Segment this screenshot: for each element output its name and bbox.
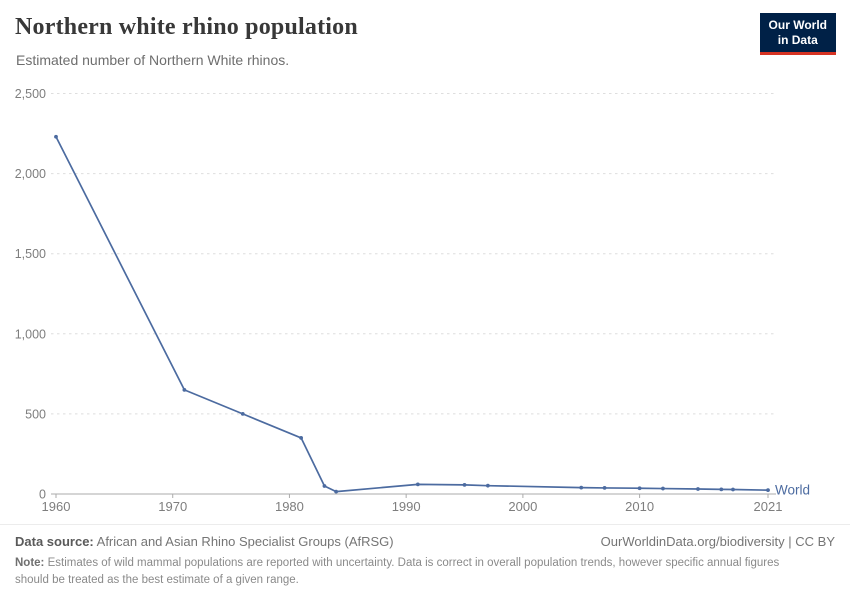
data-source-label: Data source: <box>15 534 94 549</box>
x-tick-label: 1990 <box>392 499 421 514</box>
data-point-marker <box>240 412 245 416</box>
page-subtitle: Estimated number of Northern White rhino… <box>16 52 290 68</box>
data-point-marker <box>637 486 642 491</box>
line-chart[interactable]: 0 500 1,000 1,500 2,000 2,500 1960 1970 1980 1990… <box>0 0 850 524</box>
footnote-text: Estimates of wild mammal populations are… <box>15 557 780 586</box>
x-tick-label: 2000 <box>508 499 537 514</box>
data-point-marker <box>602 486 607 490</box>
y-tick-label: 500 <box>25 407 46 421</box>
data-point-marker <box>696 487 700 491</box>
chart-footer: Data source: African and Asian Rhino Spe… <box>0 524 850 600</box>
series-end-label: World <box>775 483 810 498</box>
data-point-marker <box>299 436 304 440</box>
y-axis-labels: 0 500 1,000 1,500 2,000 2,500 <box>15 87 46 502</box>
y-tick-label: 1,500 <box>15 247 46 261</box>
y-tick-label: 2,000 <box>15 167 46 181</box>
data-point-marker <box>731 487 735 492</box>
data-point-marker <box>182 387 187 392</box>
page-title: Northern white rhino population <box>15 14 358 40</box>
y-tick-label: 2,500 <box>15 87 46 101</box>
data-point-marker <box>661 486 665 491</box>
y-tick-label: 1,000 <box>15 327 46 341</box>
license-link[interactable]: OurWorldinData.org/biodiversity | CC BY <box>600 534 835 549</box>
x-tick-label: 1960 <box>42 499 71 514</box>
y-tick-label: 0 <box>39 488 46 502</box>
x-axis-ticks: 1960 1970 1980 1990 2000 2010 2021 <box>42 494 783 514</box>
data-point-marker <box>415 482 420 487</box>
x-tick-label: 2021 <box>754 499 783 514</box>
data-point-marker <box>322 484 327 488</box>
footnote: Note: Estimates of wild mammal populatio… <box>15 555 815 588</box>
series-world[interactable]: World <box>54 134 810 498</box>
data-point-marker <box>766 488 770 493</box>
series-line <box>55 136 769 493</box>
data-point-marker <box>334 489 339 494</box>
x-tick-label: 2010 <box>625 499 654 514</box>
x-tick-label: 1980 <box>275 499 304 514</box>
data-source: Data source: African and Asian Rhino Spe… <box>15 534 394 549</box>
data-point-marker <box>54 134 58 139</box>
owid-logo-line2: in Data <box>777 33 818 47</box>
data-source-text: African and Asian Rhino Specialist Group… <box>93 534 394 549</box>
owid-logo-line1: Our World <box>768 18 827 32</box>
data-point-marker <box>579 485 584 490</box>
data-point-marker <box>719 487 724 492</box>
data-point-marker <box>485 483 490 488</box>
data-point-marker <box>462 482 467 487</box>
y-gridlines <box>51 93 776 495</box>
x-tick-label: 1970 <box>158 499 187 514</box>
owid-logo[interactable]: Our World in Data <box>759 13 836 55</box>
footnote-label: Note: <box>15 557 45 569</box>
chart-canvas[interactable]: 0 500 1,000 1,500 2,000 2,500 1960 1970 1980 1990… <box>0 0 850 524</box>
